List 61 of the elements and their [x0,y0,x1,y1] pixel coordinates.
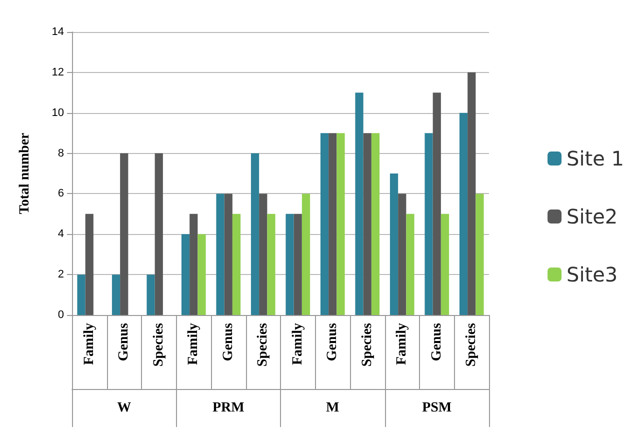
legend-label: Site 1 [566,146,624,170]
bar [286,214,294,315]
bar [146,274,155,315]
bar [232,214,241,315]
bar [440,214,450,315]
bar [77,274,86,315]
bar [355,92,364,315]
x-tick-label: Genus [220,322,236,362]
bar [302,194,310,315]
y-tick-label: 12 [52,66,64,78]
bar [259,194,268,315]
bar [432,92,441,315]
bar [216,194,224,315]
bar [398,194,406,315]
bar [181,234,190,315]
x-tick-label: Species [464,322,480,367]
y-tick-label: 14 [52,26,64,38]
text: W [117,400,132,416]
x-tick-label: Family [186,323,202,365]
x-tick-label: Family [82,323,97,365]
y-tick-label: 0 [58,309,64,321]
bar [85,214,94,315]
bar [320,133,329,315]
y-tick-label: 10 [52,106,64,119]
bar [424,133,433,315]
y-tick-label: 8 [58,147,64,160]
bar [154,153,163,315]
bar [112,274,120,315]
x-tick-label: Species [151,322,166,367]
bar [198,234,206,315]
y-tick-label: 6 [58,188,64,200]
x-tick-label: Genus [325,322,340,362]
bar [476,194,484,315]
legend-label: Site2 [566,204,618,228]
bar [371,133,380,315]
text: M [326,400,340,416]
y-tick-label: 4 [58,228,64,240]
bar [406,214,414,315]
x-tick-label: Genus [429,322,444,362]
bar [224,194,232,315]
bar [250,153,260,315]
bar [328,133,337,315]
y-tick-label: 2 [58,268,64,281]
bar [267,214,276,315]
y-axis-title: Total number [18,132,32,214]
bar [294,214,302,315]
bar [120,153,128,315]
bar [459,112,468,315]
text: PRM [212,400,244,416]
bar [363,133,372,315]
bar [468,72,476,315]
bar [336,133,345,315]
x-tick-label: Species [256,322,271,367]
bar [390,174,398,315]
x-tick-label: Genus [116,322,132,362]
x-tick-label: Family [394,323,410,365]
text: PSM [422,400,452,416]
legend-label: Site3 [566,262,618,286]
bar [190,214,198,315]
x-tick-label: Family [290,323,306,365]
x-tick-label: Species [360,322,375,367]
